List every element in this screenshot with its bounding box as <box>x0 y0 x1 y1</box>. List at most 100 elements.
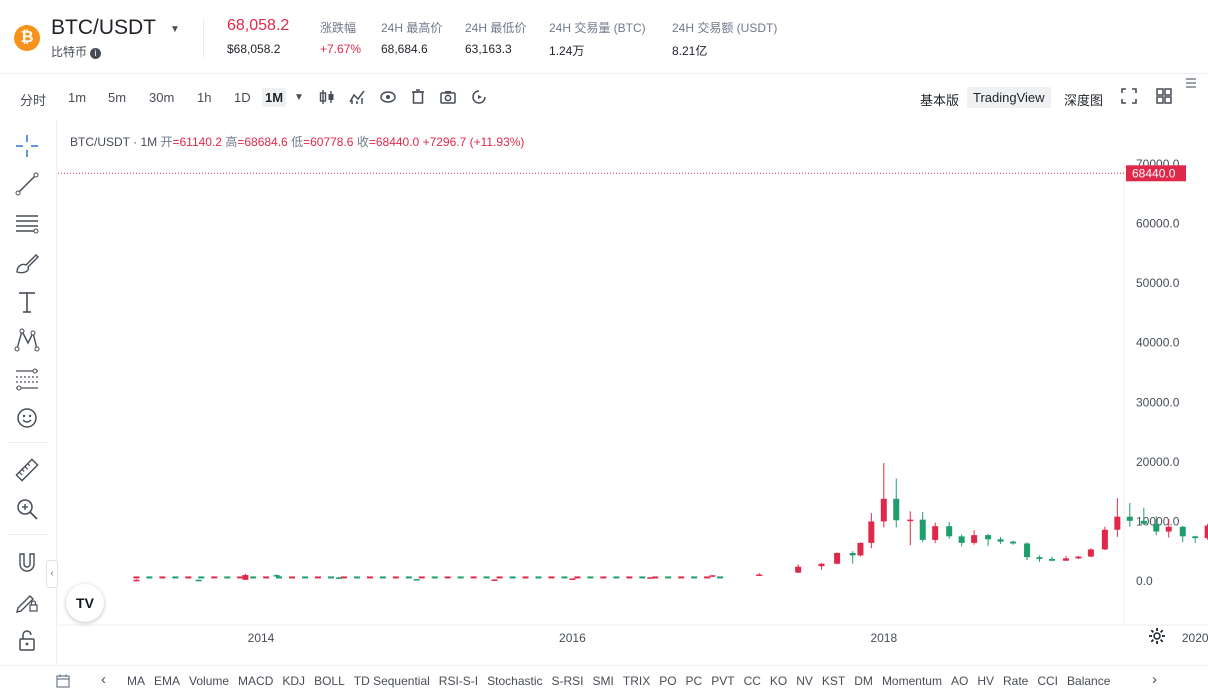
indicator-item[interactable]: TRIX <box>622 674 651 688</box>
candle-body <box>522 576 529 579</box>
camera-icon[interactable] <box>439 88 457 106</box>
candle-body <box>224 576 231 579</box>
trendline-icon[interactable] <box>12 170 42 198</box>
indicator-item[interactable]: Volume <box>189 674 230 688</box>
candle-body <box>958 536 965 543</box>
timeframe-time[interactable]: 分时 <box>20 93 47 108</box>
candle-body <box>569 578 576 580</box>
indicator-item[interactable]: PVT <box>711 674 735 688</box>
tool-separator <box>8 534 48 535</box>
candle-body <box>626 576 633 579</box>
collapse-toolbar-button[interactable]: ‹ <box>46 560 58 588</box>
view-depth[interactable]: 深度图 <box>1064 93 1104 108</box>
indicator-item[interactable]: S-RSI <box>551 674 584 688</box>
indicator-item[interactable]: Balance <box>1067 674 1111 688</box>
parallel-lines-icon[interactable] <box>12 209 42 237</box>
timeframe-1h[interactable]: 1h <box>197 90 212 105</box>
indicator-item[interactable]: MA <box>127 674 145 688</box>
magnet-icon[interactable] <box>12 549 42 577</box>
candle-body <box>457 576 464 579</box>
scroll-left-icon[interactable]: ‹ <box>101 671 106 688</box>
y-tick-label: 30000.0 <box>1136 395 1180 409</box>
indicator-item[interactable]: PC <box>685 674 703 688</box>
candle-body <box>691 576 698 579</box>
view-tradingview-active[interactable]: TradingView <box>967 87 1051 108</box>
replay-icon[interactable] <box>470 88 488 106</box>
indicator-item[interactable]: PO <box>659 674 677 688</box>
timeframe-1d[interactable]: 1D <box>234 90 251 105</box>
unlock-icon[interactable] <box>12 626 42 654</box>
indicator-item[interactable]: HV <box>977 674 994 688</box>
indicator-item[interactable]: EMA <box>154 674 181 688</box>
candlestick-chart[interactable]: 0.010000.020000.030000.040000.050000.060… <box>58 120 1208 665</box>
indicator-item[interactable]: SMI <box>592 674 614 688</box>
last-price-usd: $68,058.2 <box>227 42 281 56</box>
layout-grid-icon[interactable] <box>1155 87 1173 105</box>
candle-body <box>704 576 711 579</box>
candle-body <box>392 576 399 579</box>
indicator-item[interactable]: KST <box>821 674 846 688</box>
candle-body <box>379 576 386 579</box>
legend-open-label: 开 <box>160 135 173 149</box>
indicator-item[interactable]: NV <box>796 674 813 688</box>
indicator-item[interactable]: AO <box>950 674 969 688</box>
chart-area[interactable]: BTC/USDT · 1M 开=61140.2 高=68684.6 低=6077… <box>58 120 1208 665</box>
indicator-item[interactable]: CC <box>743 674 761 688</box>
crosshair-icon[interactable] <box>12 132 42 160</box>
timeframe-30m[interactable]: 30m <box>149 90 175 105</box>
timeframe-dropdown-icon[interactable]: ▼ <box>294 92 304 103</box>
indicator-item[interactable]: Momentum <box>881 674 942 688</box>
view-basic[interactable]: 基本版 <box>920 93 960 108</box>
info-icon[interactable]: i <box>90 48 102 59</box>
candle-body <box>1140 520 1147 524</box>
fib-icon[interactable] <box>12 365 42 393</box>
x-tick-label: 2018 <box>870 631 897 645</box>
timeframe-1m[interactable]: 1m <box>68 90 87 105</box>
candlestick-icon[interactable] <box>318 88 336 106</box>
indicator-item[interactable]: DM <box>854 674 873 688</box>
candle-body <box>868 521 875 543</box>
emoji-icon[interactable] <box>12 404 42 432</box>
indicator-item[interactable]: KDJ <box>282 674 306 688</box>
indicator-item[interactable]: MACD <box>238 674 274 688</box>
candle-body <box>340 576 347 579</box>
candle-body <box>639 576 646 579</box>
indicator-item[interactable]: Stochastic <box>487 674 543 688</box>
last-price: 68,058.2 <box>227 17 290 34</box>
indicator-item[interactable]: Rate <box>1002 674 1029 688</box>
indicator-item[interactable]: CCI <box>1037 674 1059 688</box>
eye-icon[interactable] <box>379 88 397 106</box>
pattern-icon[interactable] <box>12 326 42 354</box>
candle-body <box>1204 525 1208 539</box>
zoom-in-icon[interactable] <box>12 495 42 523</box>
timeframe-1M-active[interactable]: 1M <box>262 88 287 107</box>
text-icon[interactable] <box>12 288 42 316</box>
legend-close: =68440.0 <box>368 135 420 149</box>
candle-body <box>1024 543 1031 558</box>
drag-handle-icon[interactable] <box>1186 78 1196 90</box>
trash-icon[interactable] <box>409 88 427 106</box>
indicator-item[interactable]: RSI-S-I <box>438 674 479 688</box>
fullscreen-icon[interactable] <box>1120 87 1138 105</box>
brush-icon[interactable] <box>12 249 42 277</box>
settings-gear-icon[interactable] <box>1148 627 1166 645</box>
stat-24h-high: 24H 最高价 68,684.6 <box>381 19 442 56</box>
indicator-item[interactable]: TD Sequential <box>353 674 430 688</box>
calendar-icon[interactable] <box>56 674 70 688</box>
candle-body <box>198 576 205 579</box>
candle-body <box>647 577 654 579</box>
lock-drawing-icon[interactable] <box>12 587 42 615</box>
pair-name[interactable]: BTC/USDT <box>51 16 156 39</box>
ruler-icon[interactable] <box>12 456 42 484</box>
indicator-item[interactable]: BOLL <box>314 674 345 688</box>
candle-body <box>893 498 900 521</box>
candle-body <box>509 576 516 579</box>
tradingview-logo-icon[interactable]: TV <box>66 584 104 622</box>
timeframe-5m[interactable]: 5m <box>108 90 127 105</box>
indicators-icon[interactable] <box>348 88 366 106</box>
indicator-item[interactable]: KO <box>769 674 788 688</box>
candle-body <box>1153 523 1160 532</box>
scroll-right-icon[interactable]: › <box>1152 671 1157 688</box>
pair-dropdown-caret-icon[interactable]: ▼ <box>170 24 180 35</box>
indicator-bar: ‹ MA EMA Volume MACD KDJ BOLL TD Sequential RSI… <box>0 665 1208 698</box>
